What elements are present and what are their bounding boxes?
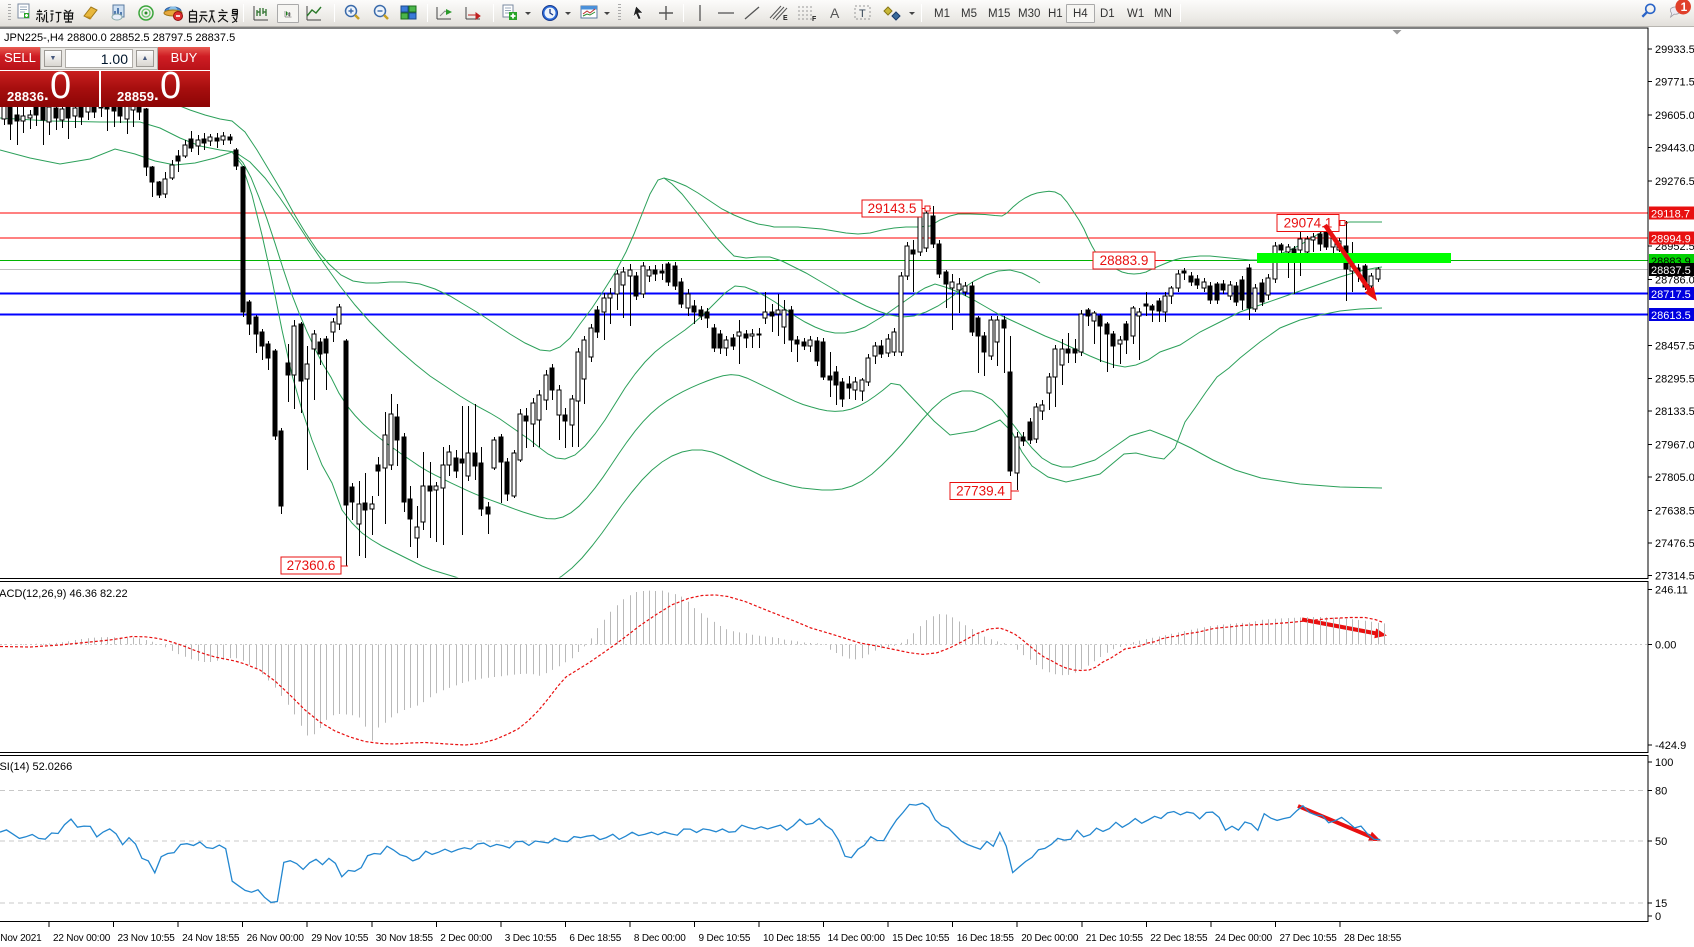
svg-text:19 Nov 2021: 19 Nov 2021 bbox=[0, 933, 42, 944]
svg-text:0: 0 bbox=[1655, 911, 1661, 923]
svg-text:F: F bbox=[812, 16, 817, 23]
svg-text:6 Dec 18:55: 6 Dec 18:55 bbox=[569, 933, 621, 944]
svg-text:16 Dec 18:55: 16 Dec 18:55 bbox=[957, 933, 1015, 944]
svg-text:27314.5: 27314.5 bbox=[1655, 571, 1694, 583]
svg-text:A: A bbox=[830, 5, 840, 21]
svg-text:28994.9: 28994.9 bbox=[1651, 234, 1691, 246]
svg-text:27805.0: 27805.0 bbox=[1655, 472, 1694, 484]
svg-text:1: 1 bbox=[1681, 0, 1688, 14]
svg-text:29 Nov 10:55: 29 Nov 10:55 bbox=[311, 933, 369, 944]
svg-text:29143.5: 29143.5 bbox=[868, 201, 917, 216]
svg-text:24 Nov 18:55: 24 Nov 18:55 bbox=[182, 933, 240, 944]
svg-text:28133.5: 28133.5 bbox=[1655, 406, 1694, 418]
svg-text:80: 80 bbox=[1655, 786, 1667, 798]
svg-text:29933.5: 29933.5 bbox=[1655, 44, 1694, 56]
svg-text:JPN225-,H4 28800.0 28852.5 28: JPN225-,H4 28800.0 28852.5 28797.5 28837… bbox=[4, 32, 235, 44]
svg-text:23 Nov 10:55: 23 Nov 10:55 bbox=[118, 933, 176, 944]
svg-text:3 Dec 10:55: 3 Dec 10:55 bbox=[505, 933, 557, 944]
svg-text:29118.7: 29118.7 bbox=[1651, 209, 1690, 221]
svg-text:30 Nov 18:55: 30 Nov 18:55 bbox=[376, 933, 434, 944]
svg-text:20 Dec 00:00: 20 Dec 00:00 bbox=[1021, 933, 1079, 944]
svg-text:28837.5: 28837.5 bbox=[1651, 265, 1691, 277]
svg-text:27476.5: 27476.5 bbox=[1655, 538, 1694, 550]
svg-text:27967.0: 27967.0 bbox=[1655, 439, 1694, 451]
svg-text:246.11: 246.11 bbox=[1655, 585, 1688, 597]
svg-text:28786.0: 28786.0 bbox=[1655, 275, 1694, 287]
svg-text:15 Dec 10:55: 15 Dec 10:55 bbox=[892, 933, 950, 944]
svg-text:8 Dec 00:00: 8 Dec 00:00 bbox=[634, 933, 686, 944]
svg-text:100: 100 bbox=[1655, 757, 1673, 769]
svg-text:22 Dec 18:55: 22 Dec 18:55 bbox=[1150, 933, 1208, 944]
svg-text:29074.1: 29074.1 bbox=[1284, 216, 1333, 231]
svg-text:9 Dec 10:55: 9 Dec 10:55 bbox=[699, 933, 751, 944]
svg-text:24 Dec 00:00: 24 Dec 00:00 bbox=[1215, 933, 1273, 944]
svg-text:26 Nov 00:00: 26 Nov 00:00 bbox=[247, 933, 305, 944]
svg-text:29443.0: 29443.0 bbox=[1655, 143, 1694, 155]
svg-text:27360.6: 27360.6 bbox=[287, 558, 336, 573]
svg-text:0.00: 0.00 bbox=[1655, 640, 1676, 652]
svg-text:10 Dec 18:55: 10 Dec 18:55 bbox=[763, 933, 821, 944]
svg-text:28883.9: 28883.9 bbox=[1100, 253, 1149, 268]
svg-text:2 Dec 00:00: 2 Dec 00:00 bbox=[440, 933, 492, 944]
svg-text:27638.5: 27638.5 bbox=[1655, 505, 1694, 517]
svg-text:28457.5: 28457.5 bbox=[1655, 341, 1694, 353]
svg-text:28717.5: 28717.5 bbox=[1651, 289, 1691, 301]
svg-text:27739.4: 27739.4 bbox=[956, 484, 1005, 499]
svg-text:29771.5: 29771.5 bbox=[1655, 77, 1694, 89]
svg-text:29276.5: 29276.5 bbox=[1655, 176, 1694, 188]
svg-text:28613.5: 28613.5 bbox=[1651, 310, 1691, 322]
svg-text:MACD(12,26,9) 46.36 82.22: MACD(12,26,9) 46.36 82.22 bbox=[0, 588, 128, 600]
svg-text:14 Dec 00:00: 14 Dec 00:00 bbox=[828, 933, 886, 944]
svg-text:-424.9: -424.9 bbox=[1655, 740, 1686, 752]
svg-text:RSI(14) 52.0266: RSI(14) 52.0266 bbox=[0, 761, 72, 773]
svg-text:21 Dec 10:55: 21 Dec 10:55 bbox=[1086, 933, 1144, 944]
svg-text:E: E bbox=[783, 15, 788, 22]
svg-text:27 Dec 10:55: 27 Dec 10:55 bbox=[1280, 933, 1338, 944]
svg-text:22 Nov 00:00: 22 Nov 00:00 bbox=[53, 933, 111, 944]
svg-text:28295.5: 28295.5 bbox=[1655, 373, 1694, 385]
svg-text:50: 50 bbox=[1655, 836, 1667, 848]
svg-text:15: 15 bbox=[1655, 898, 1667, 910]
svg-text:29605.0: 29605.0 bbox=[1655, 110, 1694, 122]
svg-text:28 Dec 18:55: 28 Dec 18:55 bbox=[1344, 933, 1402, 944]
svg-text:T: T bbox=[859, 8, 866, 20]
